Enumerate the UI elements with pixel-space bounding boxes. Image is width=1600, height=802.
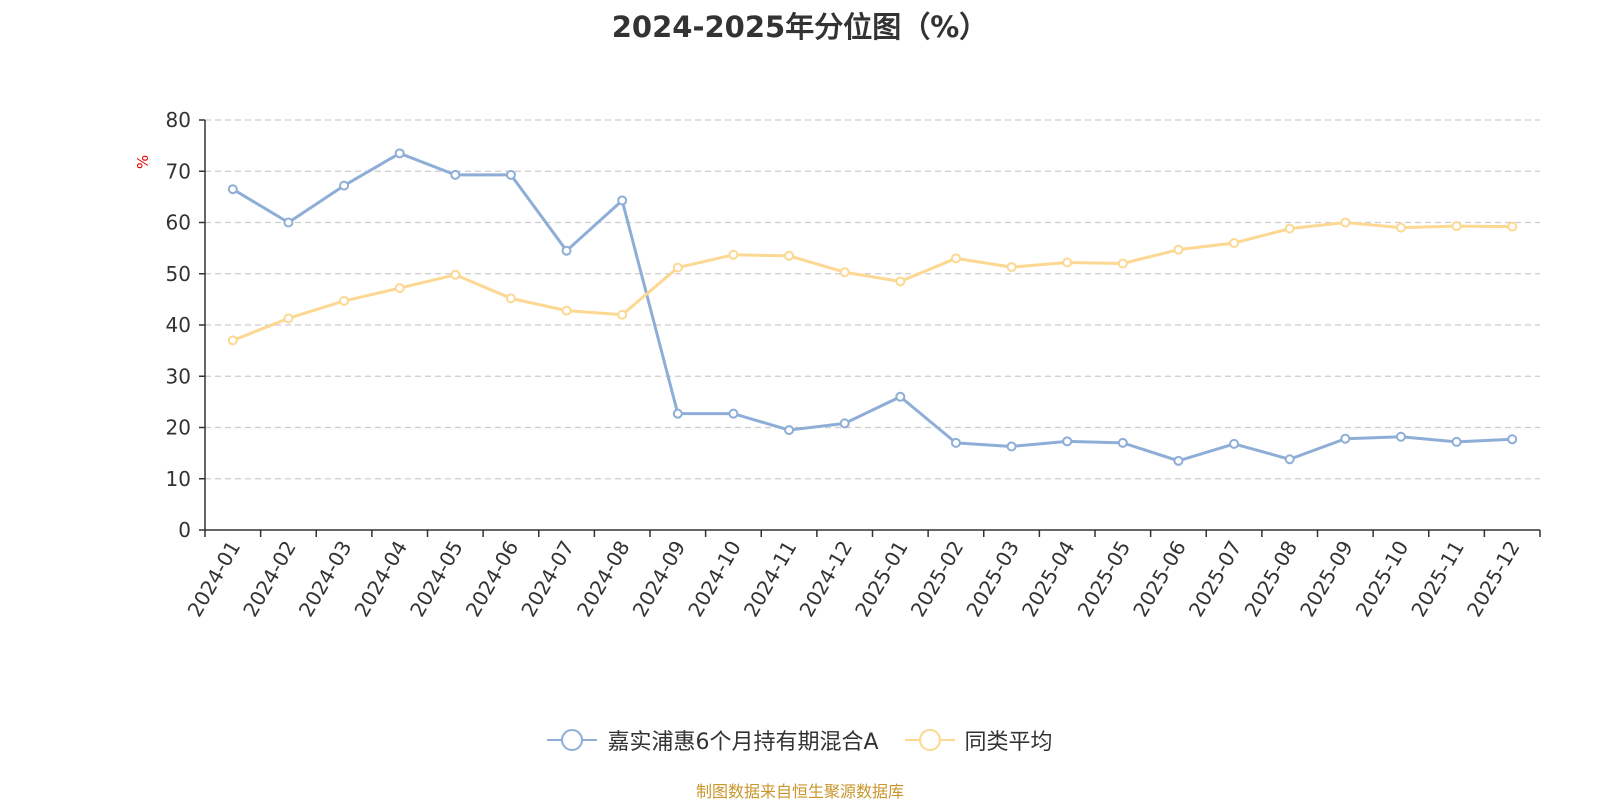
legend-item-2[interactable]: 同类平均 — [904, 724, 1053, 756]
x-tick-label: 2025-07 — [1184, 537, 1247, 621]
data-point — [895, 391, 906, 402]
x-tick-label: 2025-12 — [1462, 537, 1525, 621]
data-point — [339, 180, 350, 191]
data-point — [1284, 454, 1295, 465]
source-note: 制图数据来自恒生聚源数据库 — [695, 782, 904, 801]
series-2 — [227, 217, 1518, 346]
data-point — [227, 335, 238, 346]
x-tick-label: 2024-04 — [349, 537, 412, 621]
x-tick-label: 2024-10 — [683, 537, 746, 621]
legend-item-1[interactable]: 嘉实浦惠6个月持有期混合A — [547, 724, 879, 756]
data-point — [1229, 238, 1240, 248]
data-point — [1395, 431, 1406, 442]
data-point — [505, 293, 516, 304]
series-1 — [227, 148, 1518, 466]
y-tick-label: 20 — [166, 416, 191, 440]
x-tick-label: 2024-08 — [572, 537, 635, 621]
x-tick-label: 2025-01 — [850, 537, 913, 621]
legend-label: 嘉实浦惠6个月持有期混合A — [607, 730, 879, 755]
x-tick-label: 2024-06 — [461, 537, 524, 621]
data-point — [450, 269, 461, 280]
x-tick-label: 2024-09 — [628, 537, 691, 621]
data-point — [394, 148, 405, 159]
x-tick-label: 2025-03 — [961, 537, 1024, 621]
data-point — [1284, 223, 1295, 234]
x-tick-label: 2024-03 — [294, 537, 357, 621]
x-tick-label: 2024-12 — [794, 537, 857, 621]
chart-title: 2024-2025年分位图（%） — [611, 10, 989, 44]
data-point — [728, 249, 739, 260]
data-point — [728, 408, 739, 419]
x-tick-label: 2025-04 — [1017, 537, 1080, 621]
data-point — [283, 313, 294, 324]
data-point — [450, 169, 461, 180]
series-lines — [227, 148, 1518, 466]
legend: 嘉实浦惠6个月持有期混合A 同类平均 — [0, 724, 1600, 756]
data-point — [839, 418, 850, 429]
x-tick-label: 2024-11 — [739, 537, 802, 621]
data-point — [1451, 436, 1462, 447]
x-tick-label: 2024-01 — [183, 537, 246, 621]
y-tick-label: 10 — [166, 467, 191, 491]
y-tick-label: 70 — [166, 159, 191, 183]
y-tick-label: 50 — [166, 262, 191, 286]
data-point — [950, 253, 961, 264]
x-tick-label: 2024-02 — [238, 537, 301, 621]
data-point — [1340, 217, 1351, 228]
x-tick-label: 2024-07 — [516, 537, 579, 621]
data-point — [394, 283, 405, 294]
data-point — [672, 262, 683, 273]
data-point — [1451, 221, 1462, 232]
data-point — [672, 408, 683, 419]
series-line — [232, 151, 1513, 463]
data-point — [283, 217, 294, 228]
data-point — [784, 250, 795, 261]
data-point — [1006, 441, 1017, 452]
data-point — [1062, 257, 1073, 268]
y-tick-label: 30 — [166, 364, 191, 388]
y-tick-label: 60 — [166, 211, 191, 235]
x-tick-label: 2025-06 — [1128, 537, 1191, 621]
data-point — [617, 309, 628, 320]
x-tick-label: 2025-10 — [1351, 537, 1414, 621]
y-tick-label: 40 — [166, 313, 191, 337]
data-point — [1117, 437, 1128, 448]
x-tick-label: 2025-05 — [1073, 537, 1136, 621]
data-point — [1395, 222, 1406, 233]
x-tick-label: 2025-11 — [1406, 537, 1469, 621]
data-point — [1173, 455, 1184, 466]
data-point — [839, 267, 850, 278]
y-tick-label: 80 — [166, 108, 191, 132]
x-tick-label: 2025-02 — [906, 537, 969, 621]
data-point — [1117, 258, 1128, 269]
legend-swatch — [547, 729, 598, 751]
data-point — [1340, 433, 1351, 444]
data-point — [1173, 244, 1184, 255]
data-point — [617, 195, 628, 206]
y-tick-label: 0 — [178, 518, 191, 542]
data-point — [1006, 262, 1017, 273]
data-point — [561, 305, 572, 316]
x-tick-label: 2025-08 — [1239, 537, 1302, 621]
data-point — [784, 425, 795, 436]
data-point — [561, 245, 572, 256]
data-point — [1229, 438, 1240, 449]
data-point — [1062, 436, 1073, 447]
data-point — [895, 276, 906, 287]
data-point — [227, 184, 238, 195]
data-point — [339, 295, 350, 306]
data-point — [1507, 434, 1518, 445]
x-tick-label: 2025-09 — [1295, 537, 1358, 621]
data-point — [950, 437, 961, 448]
series-line — [232, 221, 1513, 342]
legend-label: 同类平均 — [964, 730, 1053, 755]
legend-swatch — [904, 729, 955, 751]
data-point — [1507, 221, 1518, 232]
grid-lines — [205, 119, 1540, 480]
data-point — [505, 169, 516, 180]
y-axis-label: % — [134, 155, 152, 169]
x-tick-label: 2024-05 — [405, 537, 468, 621]
